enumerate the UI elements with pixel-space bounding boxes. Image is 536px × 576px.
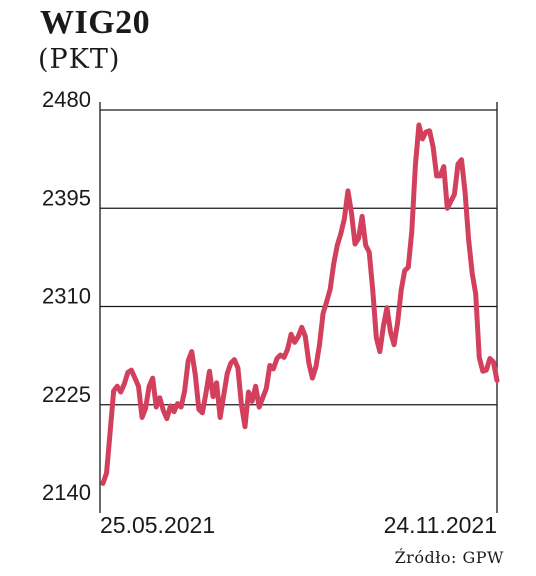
source-note: Źródło: GPW	[394, 548, 504, 567]
x-axis-tick-labels: 25.05.2021 24.11.2021	[100, 512, 497, 538]
y-tick-label: 2310	[42, 284, 91, 309]
wig20-series-line	[100, 122, 500, 486]
chart-title: WIG20	[40, 4, 151, 41]
y-tick-label: 2395	[42, 185, 91, 210]
chart-subtitle-unit: (PKT)	[38, 44, 121, 75]
y-tick-label: 2225	[42, 382, 91, 407]
y-tick-label: 2140	[42, 480, 91, 505]
y-axis-tick-labels: 2140 2225 2310 2395 2480	[42, 87, 91, 505]
gridlines	[100, 109, 497, 406]
y-tick-label: 2480	[42, 87, 91, 112]
x-tick-label: 24.11.2021	[384, 512, 497, 538]
x-tick-label: 25.05.2021	[100, 512, 215, 538]
